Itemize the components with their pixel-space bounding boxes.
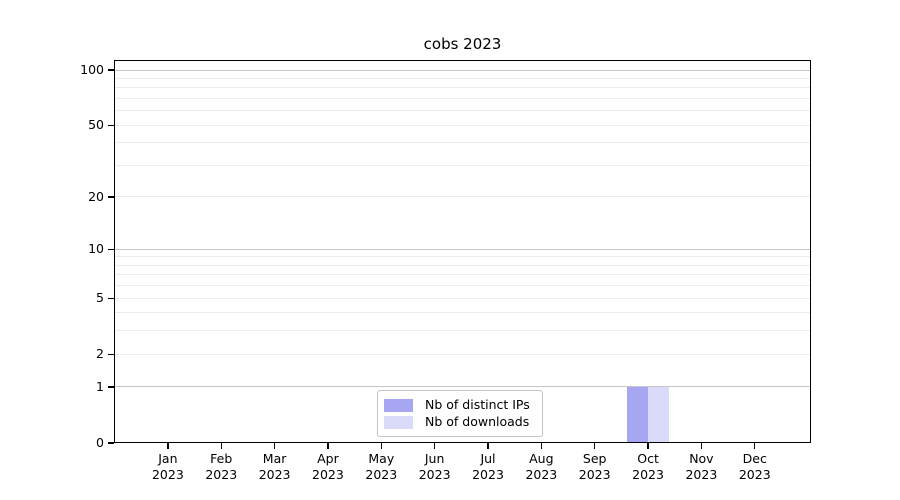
chart-title: cobs 2023 — [423, 35, 502, 53]
bar-downloads — [648, 386, 670, 443]
x-tick-year: 2023 — [525, 466, 558, 482]
y-tick-label: 20 — [88, 188, 104, 204]
x-tick-mark — [540, 443, 542, 449]
y-gridline-minor — [114, 353, 811, 355]
legend-label-downloads: Nb of downloads — [425, 414, 530, 429]
legend-swatch-downloads-icon — [384, 415, 413, 429]
x-tick-month: Jul — [480, 451, 496, 466]
y-tick-label: 0 — [96, 435, 104, 450]
x-tick-year: 2023 — [365, 466, 398, 482]
y-tick-label: 10 — [88, 241, 104, 257]
bar-distinct-ips — [626, 386, 649, 443]
x-tick-year: 2023 — [632, 466, 664, 482]
y-tick-mark — [107, 69, 114, 71]
x-tick-year: 2023 — [738, 466, 771, 482]
x-tick-label: Feb 2023 — [181, 451, 261, 482]
y-tick-label: 2 — [96, 346, 104, 362]
y-gridline-minor — [114, 297, 811, 299]
x-tick-label: May 2023 — [341, 451, 421, 482]
y-tick-label: 50 — [88, 117, 104, 133]
x-tick-year: 2023 — [418, 466, 451, 482]
x-tick-mark — [434, 443, 436, 449]
y-tick-mark — [107, 386, 114, 388]
y-gridline-minor — [114, 312, 811, 314]
x-tick-mark — [273, 443, 276, 449]
x-tick-year: 2023 — [151, 466, 184, 482]
x-tick-year: 2023 — [472, 466, 504, 482]
y-tick-mark — [107, 124, 114, 126]
legend: Nb of distinct IPs Nb of downloads — [377, 390, 543, 437]
x-tick-label: Oct 2023 — [608, 451, 688, 482]
y-tick-mark — [107, 248, 114, 250]
x-tick-label: Mar 2023 — [235, 451, 315, 482]
x-tick-month: Aug — [529, 451, 554, 466]
y-gridline-minor — [114, 196, 811, 198]
y-gridline-minor — [114, 285, 811, 287]
x-tick-month: Mar — [262, 451, 287, 466]
plot-area: Nb of distinct IPs Nb of downloads 0 1 2 5 1… — [80, 60, 811, 482]
y-gridline-minor — [114, 77, 811, 79]
y-gridline-minor — [114, 142, 811, 144]
x-tick-month: Sep — [582, 451, 607, 466]
y-tick-mark — [107, 442, 114, 444]
y-tick-mark — [107, 297, 114, 299]
x-tick-label: Jul 2023 — [448, 451, 528, 482]
legend-item-downloads: Nb of downloads — [384, 414, 539, 430]
x-tick-mark — [380, 443, 382, 449]
x-tick-year: 2023 — [685, 466, 718, 482]
x-tick-mark — [167, 443, 169, 449]
x-tick-mark — [647, 443, 649, 449]
legend-swatch-distinct-ips-icon — [384, 398, 413, 412]
x-tick-mark — [700, 443, 703, 449]
y-gridline-minor — [114, 97, 811, 99]
x-tick-mark — [327, 443, 329, 449]
x-tick-label: Sep 2023 — [555, 451, 635, 482]
x-tick-mark — [220, 443, 222, 449]
y-gridline-minor — [114, 164, 811, 166]
x-tick-mark — [754, 443, 756, 449]
y-gridline-major — [114, 386, 811, 388]
x-tick-month: Feb — [210, 451, 233, 466]
x-tick-mark — [594, 443, 596, 449]
x-tick-year: 2023 — [312, 466, 344, 482]
y-gridline-minor — [114, 256, 811, 258]
x-tick-label: Dec 2023 — [715, 451, 795, 482]
y-gridline-major — [114, 69, 811, 71]
y-gridline-minor — [114, 87, 811, 89]
x-tick-label: Aug 2023 — [501, 451, 581, 482]
x-tick-label: Nov 2023 — [661, 451, 741, 482]
x-tick-month: Dec — [742, 451, 767, 466]
x-tick-year: 2023 — [258, 466, 291, 482]
legend-item-distinct-ips: Nb of distinct IPs — [384, 397, 539, 413]
x-tick-month: Jun — [424, 451, 445, 466]
x-tick-year: 2023 — [578, 466, 611, 482]
y-tick-mark — [107, 196, 114, 198]
y-gridline-minor — [114, 274, 811, 276]
y-tick-label: 1 — [96, 378, 104, 394]
y-gridline-minor — [114, 330, 811, 332]
x-tick-mark — [487, 443, 489, 449]
x-tick-month: Nov — [689, 451, 714, 466]
y-gridline-minor — [114, 124, 811, 126]
y-gridline-minor — [114, 110, 811, 112]
x-tick-year: 2023 — [205, 466, 238, 482]
y-gridline-major — [114, 248, 811, 250]
legend-label-distinct-ips: Nb of distinct IPs — [425, 397, 530, 412]
x-tick-label: Jan 2023 — [128, 451, 208, 482]
x-tick-month: Apr — [317, 451, 339, 466]
y-tick-mark — [107, 353, 114, 355]
x-tick-label: Apr 2023 — [288, 451, 368, 482]
x-tick-month: Oct — [637, 451, 659, 466]
x-tick-month: May — [368, 451, 395, 466]
x-tick-month: Jan — [158, 451, 178, 466]
y-tick-label: 5 — [96, 290, 104, 306]
x-tick-label: Jun 2023 — [395, 451, 475, 482]
y-tick-label: 100 — [80, 62, 104, 77]
y-gridline-minor — [114, 264, 811, 266]
